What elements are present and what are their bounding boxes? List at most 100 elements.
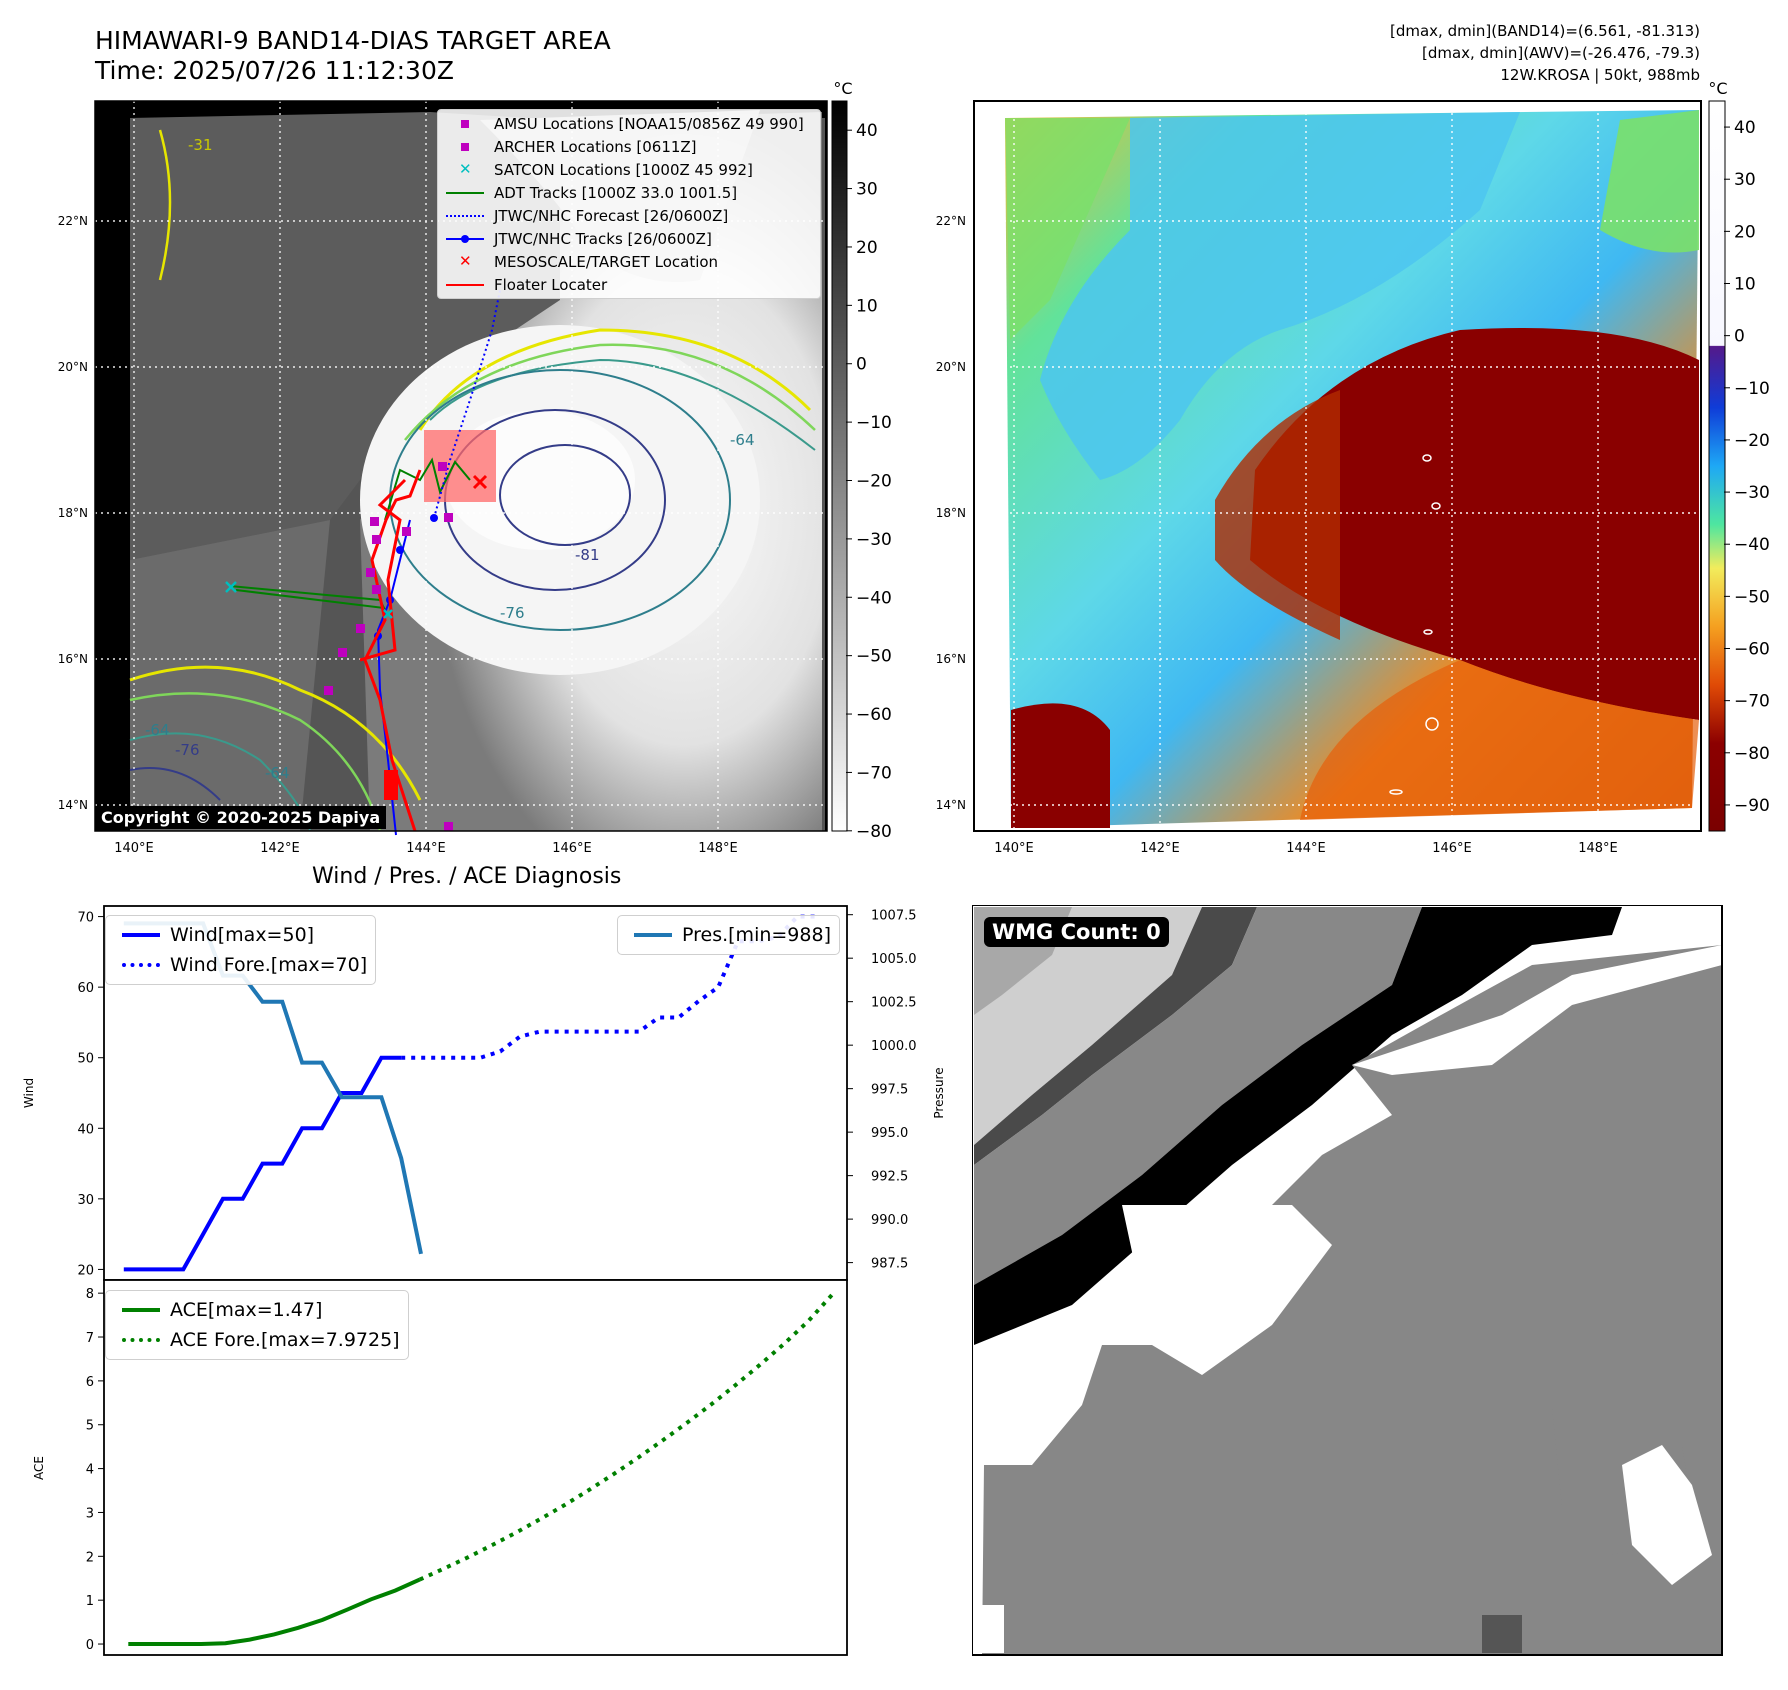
y-tick-label: 40	[77, 1122, 94, 1137]
colorbar-tick-label: −20	[856, 472, 892, 492]
line-marker-icon	[446, 186, 484, 200]
lon-label: 142°E	[260, 841, 300, 856]
legend-item: JTWC/NHC Tracks [26/0600Z]	[438, 227, 820, 250]
colorbar-tick-label: −20	[1734, 431, 1770, 451]
contour-label: -31	[188, 136, 213, 154]
lat-label: 20°N	[936, 360, 966, 374]
colorbar-tick-label: −50	[1734, 587, 1770, 607]
y-tick-label: 4	[86, 1463, 94, 1478]
colorbar-tick-label: 10	[1734, 275, 1756, 295]
legend-label: ARCHER Locations [0611Z]	[494, 137, 697, 156]
colorbar-tick-label: −70	[856, 763, 892, 783]
lat-label: 18°N	[936, 506, 966, 520]
line-marker-icon	[446, 232, 484, 246]
lon-label: 148°E	[698, 841, 738, 856]
colorbar-tick-label: 0	[1734, 327, 1745, 347]
legend-item: ✕ SATCON Locations [1000Z 45 992]	[438, 158, 820, 181]
ace-axis-label: ACE	[32, 1456, 46, 1480]
square-marker-icon	[446, 140, 484, 154]
lon-label: 142°E	[1140, 841, 1180, 856]
right-colorbar-unit: °C	[1708, 79, 1727, 98]
y-tick-label: 0	[86, 1638, 94, 1653]
x-marker-icon: ✕	[459, 251, 472, 270]
colorbar-tick-label: 40	[856, 121, 878, 141]
y-right-tick-label: 995.0	[871, 1126, 908, 1141]
colorbar-tick-label: 30	[856, 180, 878, 200]
lat-label: 16°N	[58, 652, 88, 666]
wind-legend: Wind[max=50] Wind Fore.[max=70]	[105, 915, 377, 985]
y-right-tick-label: 1007.5	[871, 909, 917, 924]
colorbar-tick-label: −10	[1734, 379, 1770, 399]
colorbar-tick-label: −10	[856, 413, 892, 433]
y-tick-label: 3	[86, 1506, 94, 1521]
colorbar-tick-label: −40	[856, 588, 892, 608]
y-tick-label: 60	[77, 981, 94, 996]
colorbar-tick-label: −80	[1734, 744, 1770, 764]
jtwc-forecast	[433, 289, 501, 519]
y-tick-label: 50	[77, 1052, 94, 1067]
y-tick-label: 5	[86, 1419, 94, 1434]
y-right-tick-label: 1005.0	[871, 952, 917, 967]
colorbar-tick-label: −60	[1734, 640, 1770, 660]
colorbar-tick-label: 40	[1734, 118, 1756, 138]
legend-pressure: Pres.[min=988]	[682, 924, 831, 946]
lat-label: 22°N	[58, 214, 88, 228]
lat-label: 14°N	[936, 798, 966, 812]
contour-label: -81	[575, 546, 600, 564]
y-tick-label: 8	[86, 1287, 94, 1302]
ace-legend: ACE[max=1.47] ACE Fore.[max=7.9725]	[105, 1290, 409, 1360]
legend-label: JTWC/NHC Forecast [26/0600Z]	[494, 206, 729, 225]
legend-label: Floater Locater	[494, 275, 608, 294]
legend-label: ADT Tracks [1000Z 33.0 1001.5]	[494, 183, 738, 202]
legend-item: Floater Locater	[438, 273, 820, 296]
y-tick-label: 70	[77, 911, 94, 926]
figure-time: Time: 2025/07/26 11:12:30Z	[95, 56, 454, 85]
legend-item: JTWC/NHC Forecast [26/0600Z]	[438, 204, 820, 227]
legend-ace-fore: ACE Fore.[max=7.9725]	[170, 1329, 400, 1351]
legend-label: AMSU Locations [NOAA15/0856Z 49 990]	[494, 114, 804, 133]
colorbar-tick-label: −30	[856, 530, 892, 550]
lon-label: 146°E	[1432, 841, 1472, 856]
lat-label: 16°N	[936, 652, 966, 666]
colorbar-tick-label: 10	[856, 296, 878, 316]
left-map-legend: AMSU Locations [NOAA15/0856Z 49 990] ARCH…	[437, 109, 821, 299]
lon-label: 148°E	[1578, 841, 1618, 856]
figure-title: HIMAWARI-9 BAND14-DIAS TARGET AREA	[95, 26, 611, 55]
colorbar-tick-label: −50	[856, 647, 892, 667]
floater-box	[424, 430, 496, 502]
legend-ace: ACE[max=1.47]	[170, 1299, 323, 1321]
jtwc-track	[376, 519, 411, 836]
lat-label: 20°N	[58, 360, 88, 374]
lon-label: 146°E	[552, 841, 592, 856]
colorbar-tick-label: 20	[1734, 222, 1756, 242]
y-right-tick-label: 1000.0	[871, 1039, 917, 1054]
legend-wind: Wind[max=50]	[170, 924, 315, 946]
y-right-tick-label: 987.5	[871, 1257, 908, 1272]
right-colorbar	[1708, 100, 1726, 832]
contour-label: -76	[500, 604, 525, 622]
lon-label: 140°E	[994, 841, 1034, 856]
y-right-tick-label: 990.0	[871, 1213, 908, 1228]
left-map-panel: -31 -64 -76 -81 -64 -76 -64 22°N 20°N 18…	[58, 79, 1770, 856]
legend-label: SATCON Locations [1000Z 45 992]	[494, 160, 753, 179]
colorbar-tick-label: −90	[1734, 796, 1770, 816]
wmg-panel	[972, 905, 1723, 1656]
left-colorbar-unit: °C	[833, 79, 852, 98]
lat-label: 18°N	[58, 506, 88, 520]
contour-label: -64	[265, 764, 290, 782]
target-location-marker	[472, 474, 488, 490]
y-tick-label: 20	[77, 1263, 94, 1278]
lat-label: 14°N	[58, 798, 88, 812]
line-marker-icon	[446, 278, 484, 292]
copyright-label: Copyright © 2020-2025 Dapiya	[95, 806, 387, 829]
wmg-count-badge: WMG Count: 0	[984, 917, 1169, 947]
info-storm: 12W.KROSA | 50kt, 988mb	[1500, 66, 1700, 84]
y-tick-label: 6	[86, 1375, 94, 1390]
colorbar-tick-label: −40	[1734, 535, 1770, 555]
left-colorbar	[831, 100, 848, 832]
legend-item: ADT Tracks [1000Z 33.0 1001.5]	[438, 181, 820, 204]
legend-label: JTWC/NHC Tracks [26/0600Z]	[494, 229, 712, 248]
x-marker-icon: ✕	[459, 159, 472, 178]
info-awv: [dmax, dmin](AWV)=(-26.476, -79.3)	[1421, 44, 1700, 62]
pressure-legend: Pres.[min=988]	[617, 915, 840, 955]
